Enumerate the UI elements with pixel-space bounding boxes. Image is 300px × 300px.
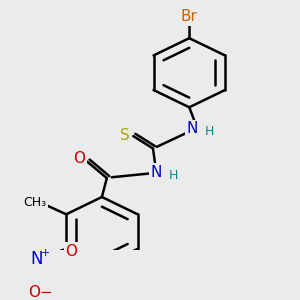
Text: N: N [187,121,198,136]
Text: S: S [120,128,129,143]
Text: −: − [39,285,52,300]
Text: O: O [28,285,40,300]
Text: N: N [31,250,43,268]
Text: O: O [73,151,85,166]
Text: Br: Br [181,9,198,24]
Text: +: + [41,248,50,258]
Text: CH₃: CH₃ [23,196,46,209]
Text: H: H [205,125,214,139]
Text: O: O [65,244,77,259]
Text: H: H [169,169,178,182]
Text: N: N [150,165,162,180]
